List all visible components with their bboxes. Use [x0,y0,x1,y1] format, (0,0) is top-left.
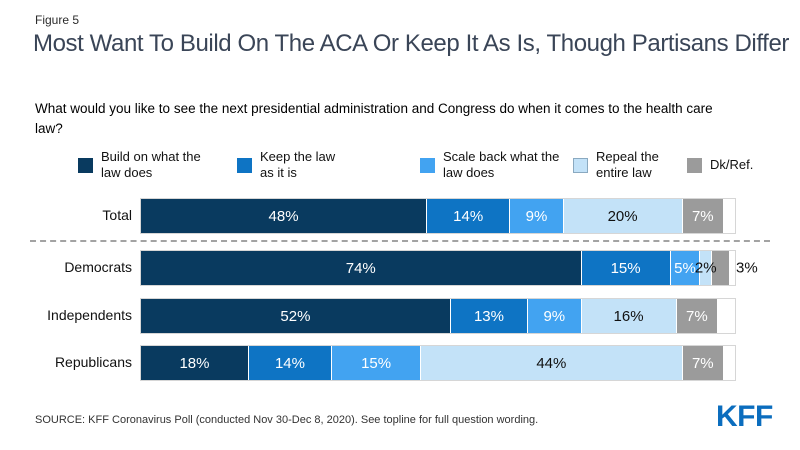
bar-segment-value: 15% [361,354,392,372]
bar-segment: 18% [141,346,248,380]
chart-row: Republicans 18% 14% 15% 44% 7% [0,345,800,381]
bar-segment-value: 14% [274,354,305,372]
bar-segment-value: 3% [736,259,758,277]
bar-segment-value: 9% [543,307,566,325]
bar-segment: 74% [141,251,581,285]
category-label: Democrats [64,259,132,275]
bar-track: 48% 14% 9% 20% 7% [140,198,736,234]
bar-segment-value: 74% [345,259,376,277]
category-label: Total [102,207,132,223]
legend-item: Repeal the entire law [573,148,676,182]
legend-item: Keep the law as it is [237,148,352,182]
bar-segment: 14% [247,346,332,380]
bar-segment-value: 15% [610,259,641,277]
bar-segment: 20% [562,199,682,233]
bar-track: 52% 13% 9% 16% 7% [140,298,736,334]
bar-segment-value: 7% [691,207,714,225]
bar-segment: 13% [449,299,528,333]
bar-segment-value: 7% [691,354,714,372]
source-note: SOURCE: KFF Coronavirus Poll (conducted … [35,414,539,426]
bar-segment: 7% [681,199,724,233]
bar-segment: 5% [669,251,700,285]
total-separator-line [30,240,770,242]
bar-segment-value: 14% [453,207,484,225]
figure-label: Figure 5 [35,13,80,27]
bar-segment-value: 2% [694,259,717,277]
bar-segment: 14% [426,199,510,233]
bar-segment: 7% [675,299,718,333]
stacked-bar-chart: Total 48% 14% 9% 20% 7% Democrats 74% 15% 5% 2% 3% I… [0,198,800,388]
bar-segment-value: 18% [179,354,210,372]
bar-segment [711,251,730,285]
kff-logo: KFF [716,400,773,433]
bar-segment-value: 9% [525,207,548,225]
legend-swatch-icon [420,157,435,173]
bar-segment-value: 48% [268,207,299,225]
bar-segment: 7% [681,346,724,380]
bar-segment-value: 13% [473,307,504,325]
legend-item-label: Build on what the law does [101,149,201,180]
legend-item: Build on what the law does [78,148,219,182]
bar-segment-value: 16% [613,307,644,325]
legend-item-label: Scale back what the law does [443,149,560,180]
category-label: Independents [47,307,132,323]
bar-segment-value: 7% [686,307,708,325]
legend-swatch-icon [573,157,588,173]
bar-segment-value: 20% [607,207,638,225]
chart-row: Total 48% 14% 9% 20% 7% [0,198,800,234]
legend-item-label: Repeal the entire law [596,149,659,180]
legend-item: Scale back what the law does [420,148,565,182]
legend-swatch-icon [687,157,702,173]
survey-question-text: What would you like to see the next pres… [35,101,713,137]
bar-segment: 16% [580,299,676,333]
bar-segment: 15% [580,251,670,285]
bar-segment-value: 5% [674,259,696,277]
legend-item-label: Keep the law as it is [260,149,336,180]
bar-segment: 48% [141,199,427,233]
bar-segment: 2% [695,251,717,285]
page-title: Most Want To Build On The ACA Or Keep It… [33,30,789,57]
bar-segment-value: 52% [280,307,311,325]
chart-row: Independents 52% 13% 9% 16% 7% [0,298,800,334]
chart-legend: Build on what the law does Keep the law a… [0,148,800,188]
bar-segment: 15% [331,346,421,380]
legend-swatch-icon [237,157,252,173]
legend-item: Dk/Ref. [687,148,753,182]
bar-segment: 9% [527,299,581,333]
category-label: Republicans [54,354,132,370]
bar-segment-value: 44% [536,354,567,372]
bar-track: 74% 15% 5% 2% 3% [140,250,758,286]
legend-swatch-icon [78,157,93,173]
bar-track: 18% 14% 15% 44% 7% [140,345,736,381]
legend-item-label: Dk/Ref. [710,157,754,172]
bar-segment: 9% [509,199,563,233]
bar-segment: 52% [141,299,450,333]
bar-segment: 44% [420,346,682,380]
chart-row: Democrats 74% 15% 5% 2% 3% [0,250,800,286]
